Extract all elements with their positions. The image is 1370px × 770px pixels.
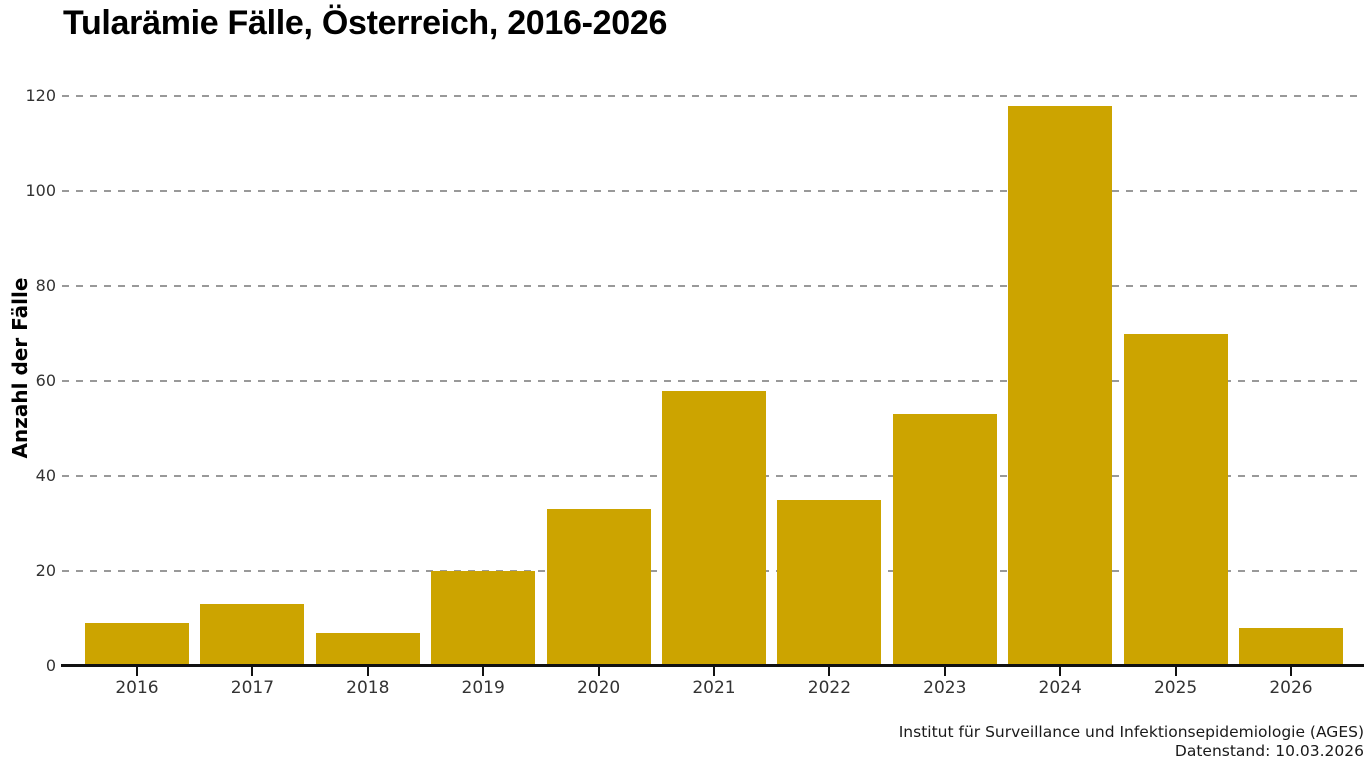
y-tick-label: 120 bbox=[25, 86, 56, 105]
x-tick-label: 2016 bbox=[115, 678, 159, 698]
datenstand-line: Datenstand: 10.03.2026 bbox=[1174, 741, 1364, 760]
y-tick-label: 40 bbox=[35, 466, 56, 485]
x-tick-label: 2022 bbox=[807, 678, 852, 698]
y-tick-label: 100 bbox=[25, 181, 56, 200]
x-tick-label: 2019 bbox=[461, 678, 505, 698]
x-tick-mark bbox=[1174, 667, 1177, 676]
bar-2016 bbox=[85, 623, 189, 666]
x-tick-label: 2020 bbox=[576, 678, 621, 698]
x-tick-mark bbox=[136, 667, 138, 676]
y-tick-label: 0 bbox=[45, 656, 56, 675]
bar-2018 bbox=[315, 632, 420, 666]
chart-title: Tularämie Fälle, Österreich, 2016-2026 bbox=[63, 4, 668, 42]
bar-2017 bbox=[200, 604, 305, 666]
x-tick-mark bbox=[1290, 667, 1292, 676]
bar-2024 bbox=[1008, 105, 1113, 666]
bar-2019 bbox=[431, 571, 536, 666]
y-axis-label: Anzahl der Fälle bbox=[8, 277, 32, 459]
x-tick-mark bbox=[828, 667, 831, 676]
gridline-y60 bbox=[62, 380, 1362, 382]
y-tick-label: 20 bbox=[35, 561, 56, 580]
x-tick-label: 2025 bbox=[1153, 678, 1198, 698]
source-line: Institut für Surveillance und Infektions… bbox=[898, 723, 1364, 742]
x-tick-mark bbox=[713, 667, 715, 676]
x-tick-label: 2024 bbox=[1038, 678, 1082, 698]
x-tick-label: 2018 bbox=[346, 678, 390, 698]
x-tick-mark bbox=[943, 667, 946, 676]
x-tick-mark bbox=[1059, 667, 1062, 676]
gridline-y80 bbox=[62, 285, 1362, 287]
x-tick-mark bbox=[366, 667, 369, 676]
x-tick-label: 2021 bbox=[692, 678, 736, 698]
y-tick-label: 80 bbox=[35, 276, 56, 295]
plot-area bbox=[62, 95, 1362, 666]
y-tick-label: 60 bbox=[35, 371, 56, 390]
bar-2020 bbox=[546, 509, 651, 666]
bar-2021 bbox=[662, 390, 766, 666]
x-tick-label: 2026 bbox=[1269, 678, 1313, 698]
x-axis-line bbox=[61, 664, 1364, 667]
bar-2026 bbox=[1239, 628, 1343, 666]
gridline-y100 bbox=[62, 190, 1362, 192]
bar-2022 bbox=[777, 499, 882, 666]
x-tick-label: 2017 bbox=[230, 678, 275, 698]
bar-2025 bbox=[1123, 333, 1228, 666]
x-tick-mark bbox=[597, 667, 600, 676]
x-tick-mark bbox=[482, 667, 485, 676]
x-tick-label: 2023 bbox=[923, 678, 967, 698]
x-tick-mark bbox=[251, 667, 254, 676]
source-attribution: Institut für Surveillance und Infektions… bbox=[899, 723, 1364, 760]
gridline-y120 bbox=[62, 95, 1362, 97]
bar-2023 bbox=[892, 414, 997, 666]
